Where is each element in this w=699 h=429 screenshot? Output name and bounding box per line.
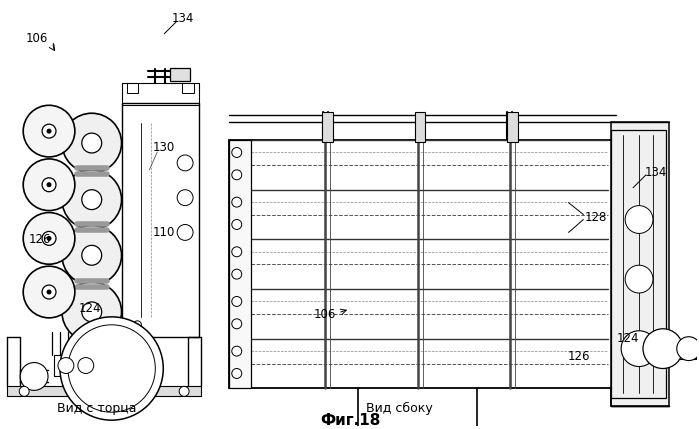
Bar <box>54 355 101 377</box>
Circle shape <box>47 236 51 240</box>
Circle shape <box>82 133 101 153</box>
Circle shape <box>134 321 141 329</box>
Text: Вид сбоку: Вид сбоку <box>366 402 433 415</box>
Text: 124: 124 <box>78 302 101 315</box>
Circle shape <box>23 105 75 157</box>
Bar <box>127 83 138 94</box>
Circle shape <box>42 231 56 245</box>
Bar <box>415 112 426 142</box>
Bar <box>171 67 190 82</box>
Circle shape <box>677 337 699 360</box>
Text: 110: 110 <box>153 226 175 239</box>
Circle shape <box>23 159 75 211</box>
Text: 126: 126 <box>567 350 590 363</box>
Circle shape <box>82 245 101 265</box>
Circle shape <box>232 346 242 356</box>
Circle shape <box>232 269 242 279</box>
Circle shape <box>179 387 189 396</box>
Bar <box>507 112 518 142</box>
Text: 126: 126 <box>29 233 51 246</box>
Circle shape <box>23 212 75 264</box>
Circle shape <box>177 190 193 205</box>
Bar <box>322 112 333 142</box>
Circle shape <box>47 129 51 133</box>
Bar <box>611 130 666 398</box>
Circle shape <box>47 183 51 187</box>
Text: 134: 134 <box>644 166 667 179</box>
Circle shape <box>232 319 242 329</box>
Circle shape <box>232 170 242 180</box>
Circle shape <box>20 363 48 390</box>
Circle shape <box>232 220 242 230</box>
Bar <box>182 83 194 94</box>
Circle shape <box>20 387 29 396</box>
Text: 134: 134 <box>172 12 194 25</box>
Text: 130: 130 <box>153 142 175 154</box>
Circle shape <box>232 197 242 207</box>
Circle shape <box>42 124 56 138</box>
Text: 128: 128 <box>585 211 607 224</box>
Circle shape <box>625 265 653 293</box>
Circle shape <box>78 358 94 374</box>
Circle shape <box>82 190 101 210</box>
Circle shape <box>232 296 242 306</box>
Bar <box>122 83 199 105</box>
Circle shape <box>68 325 155 412</box>
Circle shape <box>232 369 242 378</box>
Circle shape <box>177 224 193 240</box>
Circle shape <box>62 113 122 173</box>
Circle shape <box>62 282 122 341</box>
Circle shape <box>62 226 122 285</box>
Circle shape <box>232 148 242 157</box>
Bar <box>101 360 114 372</box>
Bar <box>122 103 199 337</box>
Bar <box>229 140 251 388</box>
Text: 124: 124 <box>617 332 640 345</box>
Circle shape <box>82 302 101 322</box>
Circle shape <box>23 266 75 318</box>
Text: 106: 106 <box>26 32 48 45</box>
Circle shape <box>47 290 51 294</box>
Circle shape <box>60 317 164 420</box>
Circle shape <box>643 329 683 369</box>
Circle shape <box>232 247 242 257</box>
Bar <box>7 387 201 396</box>
Circle shape <box>42 178 56 192</box>
Circle shape <box>177 155 193 171</box>
Bar <box>611 122 669 406</box>
Circle shape <box>62 170 122 230</box>
Bar <box>229 140 617 388</box>
Circle shape <box>42 285 56 299</box>
Circle shape <box>58 358 74 374</box>
Circle shape <box>621 331 657 366</box>
Circle shape <box>625 205 653 233</box>
Bar <box>661 339 696 359</box>
Text: Вид с торца: Вид с торца <box>57 402 136 415</box>
Text: 106: 106 <box>314 308 336 321</box>
Text: Фиг.18: Фиг.18 <box>320 413 380 428</box>
